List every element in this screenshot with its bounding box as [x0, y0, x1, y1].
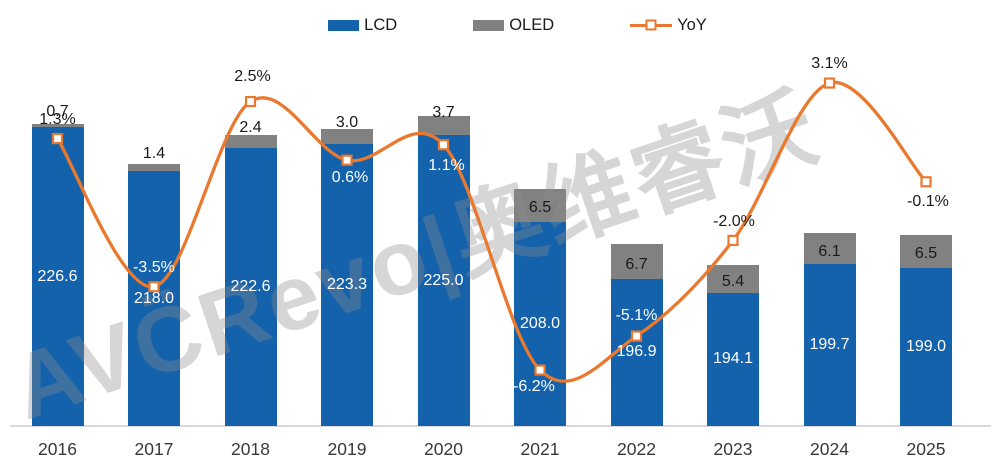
- x-axis-line: [10, 425, 991, 427]
- lcd-swatch-icon: [328, 19, 360, 31]
- yoy-line-square-marker: [645, 19, 657, 31]
- legend-label-lcd: LCD: [364, 15, 398, 34]
- x-axis-label-2019: 2019: [327, 439, 367, 459]
- x-axis-label-2020: 2020: [424, 439, 463, 459]
- oled-value-label-2019: 3.0: [335, 114, 359, 132]
- oled-value-label-2022: 6.7: [625, 255, 648, 273]
- legend-item-lcd: LCD: [328, 16, 397, 35]
- watermark: AVC̈Revo|奥维睿沃: [0, 75, 831, 440]
- legend-item-oled: OLED: [473, 16, 554, 35]
- lcd-value-label-2021: 208.0: [519, 315, 561, 332]
- x-axis-label-2023: 2023: [713, 439, 753, 459]
- legend-item-yoy: YoY: [630, 16, 707, 35]
- lcd-value-label-2023: 194.1: [712, 350, 754, 368]
- lcd-value-label-2019: 223.3: [326, 275, 368, 293]
- yoy-value-label-2023: -2.0%: [713, 213, 755, 231]
- x-axis-label-2021: 2021: [520, 439, 560, 459]
- yoy-value-label-2022: -5.1%: [615, 307, 658, 325]
- oled-value-label-2024: 6.1: [818, 242, 841, 260]
- lcd-value-label-2018: 222.6: [230, 277, 271, 295]
- yoy-marker-2018: [244, 95, 257, 108]
- yoy-value-label-2019: 0.6%: [331, 169, 369, 187]
- oled-value-label-2025: 6.5: [914, 245, 938, 263]
- yoy-line-marker-icon: [630, 19, 673, 31]
- yoy-value-label-2020: 1.1%: [428, 156, 465, 174]
- bar-segment-oled-2018: [224, 135, 277, 148]
- oled-value-label-2018: 2.4: [239, 119, 262, 137]
- lcd-value-label-2024: 199.7: [809, 336, 850, 354]
- yoy-value-label-2016: 1.3%: [39, 110, 76, 128]
- yoy-marker-2024: [823, 77, 836, 89]
- chart-legend: LCD OLED YoY: [0, 12, 995, 38]
- legend-label-yoy: YoY: [677, 15, 707, 34]
- yoy-value-label-2025: -0.1%: [907, 192, 949, 210]
- yoy-value-label-2017: -3.5%: [133, 258, 175, 276]
- lcd-value-label-2025: 199.0: [905, 337, 947, 355]
- yoy-marker-2023: [727, 234, 739, 247]
- yoy-value-label-2018: 2.5%: [234, 67, 271, 85]
- lcd-value-label-2016: 226.6: [37, 267, 78, 285]
- oled-value-label-2021: 6.5: [528, 199, 552, 217]
- lcd-value-label-2017: 218.0: [133, 289, 175, 307]
- x-axis-label-2025: 2025: [906, 439, 946, 459]
- x-axis-label-2022: 2022: [617, 439, 656, 459]
- lcd-value-label-2020: 225.0: [423, 271, 464, 289]
- x-axis-label-2016: 2016: [38, 439, 77, 459]
- yoy-value-label-2021: -6.2%: [513, 378, 555, 396]
- bar-segment-oled-2017: [128, 163, 180, 171]
- x-axis-label-2017: 2017: [134, 439, 174, 459]
- oled-swatch-icon: [473, 19, 505, 31]
- x-axis-label-2018: 2018: [231, 439, 270, 459]
- oled-value-label-2023: 5.4: [721, 273, 745, 291]
- oled-value-label-2017: 1.4: [142, 145, 166, 163]
- yoy-line: [55, 80, 928, 383]
- yoy-marker-2025: [920, 176, 932, 188]
- lcd-value-label-2022: 196.9: [616, 343, 657, 361]
- oled-value-label-2020: 3.7: [432, 103, 455, 121]
- yoy-value-label-2024: 3.1%: [811, 55, 848, 73]
- legend-label-oled: OLED: [509, 15, 555, 34]
- x-axis-label-2024: 2024: [810, 439, 849, 459]
